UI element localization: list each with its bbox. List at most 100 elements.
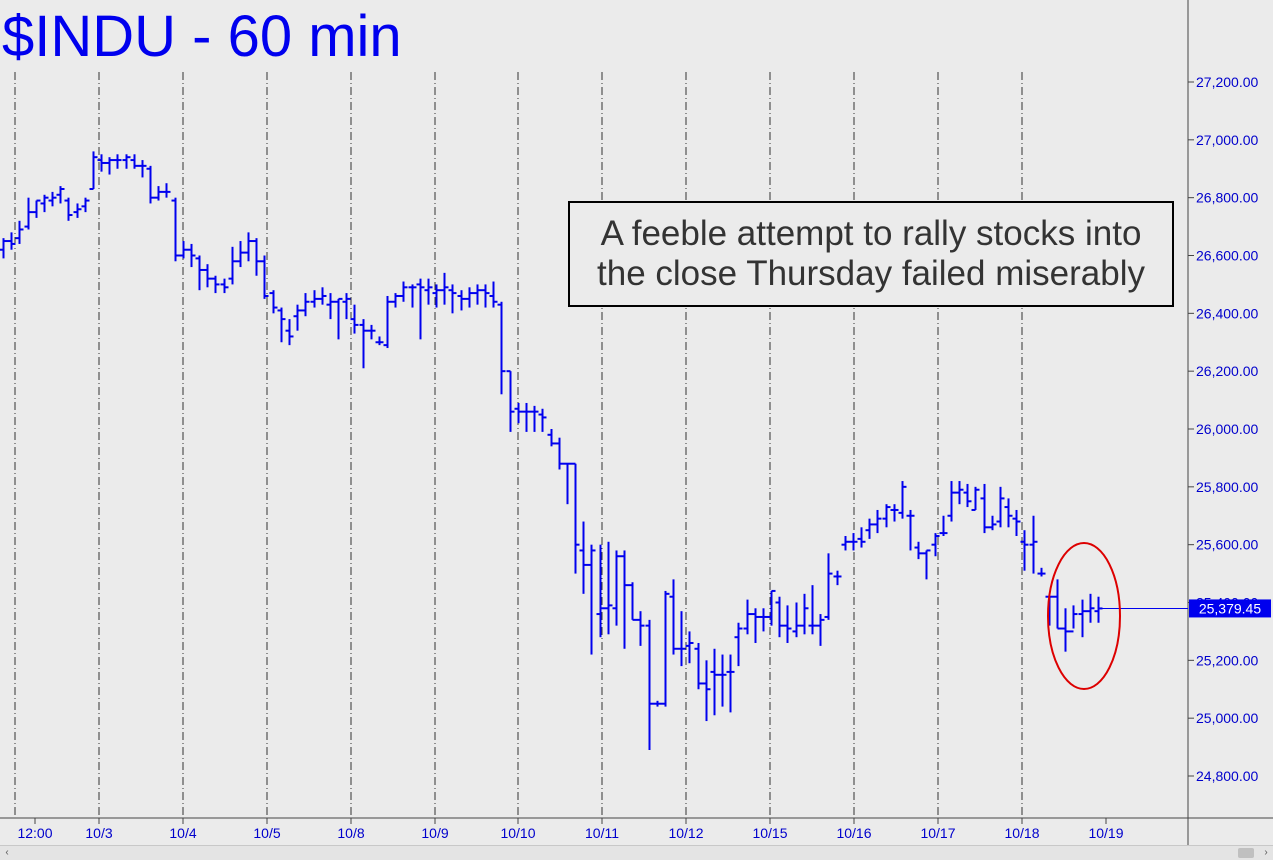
ohlc-bar (171, 197, 180, 262)
x-tick-label: 10/5 (253, 825, 280, 841)
ohlc-bar (710, 648, 719, 716)
ohlc-bar (636, 611, 645, 646)
ohlc-bar (702, 660, 711, 722)
ohlc-bar (15, 220, 24, 244)
x-tick-label: 10/12 (668, 825, 703, 841)
horizontal-scrollbar[interactable]: ‹ › (0, 845, 1273, 860)
x-tick-label: 10/4 (169, 825, 196, 841)
ohlc-bar (816, 614, 825, 646)
ohlc-bar (563, 462, 572, 505)
ohlc-bar (359, 319, 368, 369)
ohlc-bar (285, 319, 294, 346)
ohlc-bar (947, 481, 956, 522)
ohlc-bar (48, 191, 57, 207)
ohlc-bar (677, 611, 686, 667)
x-tick-label: 10/10 (500, 825, 535, 841)
annotation-box: A feeble attempt to rally stocks into th… (568, 201, 1174, 307)
y-tick-label: 24,800.00 (1196, 768, 1258, 784)
ohlc-bar (0, 238, 8, 259)
ohlc-bar (350, 304, 359, 334)
grid-layer (14, 72, 1023, 818)
ohlc-bar (269, 290, 278, 314)
ohlc-bar (579, 521, 588, 594)
ohlc-bar (824, 553, 833, 620)
ohlc-bar (1053, 579, 1062, 630)
ohlc-bar (138, 160, 147, 178)
x-tick-label: 10/3 (85, 825, 112, 841)
ohlc-bar (694, 642, 703, 690)
ohlc-bar (89, 151, 98, 190)
ohlc-bar (56, 186, 65, 204)
ohlc-bar (538, 408, 547, 432)
ohlc-bar (187, 243, 196, 268)
ohlc-bar (130, 154, 139, 169)
y-tick-label: 27,200.00 (1196, 74, 1258, 90)
ohlc-bar (734, 622, 743, 667)
ohlc-bar (7, 232, 16, 250)
ohlc-bar (1086, 593, 1095, 623)
ohlc-bar (685, 631, 694, 664)
ohlc-bar (195, 255, 204, 291)
x-tick-label: 10/11 (585, 825, 619, 841)
ohlc-bar (718, 654, 727, 707)
ohlc-bar (489, 281, 498, 308)
y-tick-label: 25,600.00 (1196, 537, 1258, 553)
y-tick-label: 26,600.00 (1196, 248, 1258, 264)
scroll-thumb[interactable] (1238, 848, 1254, 858)
ohlc-bar (661, 590, 670, 707)
ohlc-bar (293, 304, 302, 331)
x-tick-label: 10/8 (337, 825, 364, 841)
ohlc-bar (399, 281, 408, 302)
ohlc-bar (1029, 515, 1038, 574)
ohlc-bar (473, 284, 482, 305)
ohlc-bar (547, 429, 556, 447)
ohlc-bar (604, 541, 613, 635)
ohlc-bar (628, 582, 637, 621)
ohlc-bar (800, 593, 809, 635)
ohlc-bar (342, 293, 351, 320)
y-tick-label: 26,200.00 (1196, 363, 1258, 379)
ohlc-bar (424, 278, 433, 305)
ohlc-bar (865, 518, 874, 539)
ohlc-bar (497, 301, 506, 395)
bars-layer (0, 151, 1103, 750)
ohlc-bar (105, 157, 114, 175)
x-tick-label: 10/15 (752, 825, 787, 841)
y-tick-label: 25,200.00 (1196, 652, 1258, 668)
x-tick-label: 10/17 (920, 825, 955, 841)
ohlc-bar (301, 293, 310, 317)
ohlc-bar (481, 284, 490, 308)
ohlc-bar (530, 405, 539, 432)
scroll-right-icon[interactable]: › (1264, 847, 1268, 858)
ohlc-bar (783, 605, 792, 643)
ohlc-bar (24, 197, 33, 230)
highlight-layer (1047, 542, 1121, 690)
x-tick-label: 10/19 (1088, 825, 1123, 841)
ohlc-bar (334, 297, 343, 340)
ohlc-bar (775, 596, 784, 638)
ohlc-bar (211, 275, 220, 294)
ohlc-bar (971, 486, 980, 511)
x-tick-label: 12:00 (17, 825, 52, 841)
ohlc-bar (64, 197, 73, 221)
y-tick-label: 25,800.00 (1196, 479, 1258, 495)
scroll-left-icon[interactable]: ‹ (5, 847, 9, 858)
ohlc-bar (236, 241, 245, 268)
ohlc-bar (898, 481, 907, 519)
ohlc-bar (506, 370, 515, 432)
ohlc-bar (620, 550, 629, 649)
ohlc-bar (383, 295, 392, 349)
ohlc-bar (375, 336, 384, 346)
ohlc-bar (97, 154, 106, 172)
y-tick-label: 26,400.00 (1196, 305, 1258, 321)
ohlc-bar (277, 307, 286, 343)
ohlc-bar (514, 402, 523, 424)
ohlc-bar (440, 272, 449, 305)
ohlc-bar (220, 278, 229, 294)
ohlc-bar (645, 619, 654, 750)
ohlc-bar (228, 246, 237, 285)
last-value-label: 25,379.45 (1199, 600, 1261, 616)
ohlc-bar (457, 290, 466, 311)
ohlc-bar (612, 550, 621, 626)
